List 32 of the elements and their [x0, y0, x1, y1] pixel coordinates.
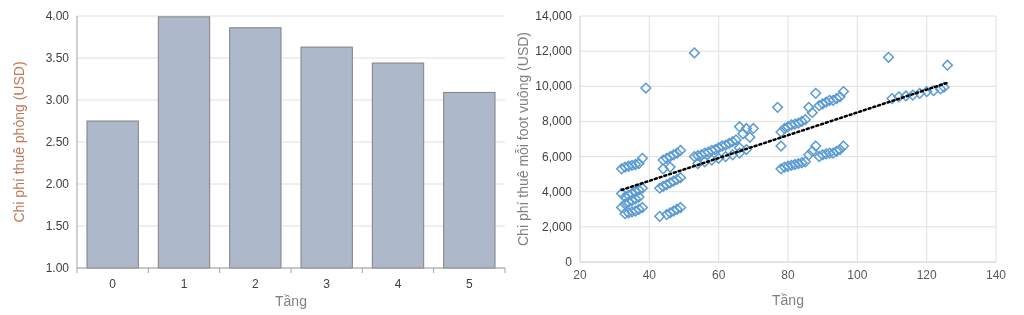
x-tick-label: 100 [847, 268, 868, 282]
y-tick-label: 14,000 [535, 9, 573, 23]
x-tick-label: 3 [323, 277, 331, 291]
y-tick-label: 10,000 [535, 79, 573, 94]
x-tick-label: 40 [642, 268, 657, 282]
x-tick-label: 2 [251, 277, 259, 291]
y-axis-title: Chi phí thuê phòng (USD) [11, 61, 27, 223]
y-tick-label: 4,000 [541, 184, 573, 199]
x-tick-label: 60 [711, 268, 726, 282]
y-tick-label: 2.50 [45, 135, 70, 149]
y-tick-label: 0 [565, 255, 573, 269]
y-tick-label: 8,000 [541, 114, 573, 129]
x-tick-label: 0 [109, 277, 117, 291]
y-tick-label: 1.00 [45, 261, 70, 275]
x-tick-label: 4 [394, 277, 402, 291]
y-tick-label: 2.00 [45, 177, 70, 191]
x-axis-title: Tầng [772, 292, 804, 308]
x-tick-label: 80 [781, 268, 795, 282]
x-tick-label: 1 [180, 277, 188, 291]
x-tick-label: 140 [985, 268, 1007, 282]
y-tick-label: 3.00 [45, 93, 70, 107]
x-tick-label: 120 [916, 268, 937, 282]
x-tick-label: 20 [573, 268, 587, 282]
y-tick-label: 2,000 [541, 219, 573, 234]
y-tick-label: 12,000 [535, 44, 573, 59]
y-tick-label: 6,000 [541, 149, 573, 164]
y-axis-title: Chi phí thuê mỗi foot vuông (USD) [515, 32, 531, 246]
y-tick-label: 3.50 [45, 51, 70, 65]
y-tick-label: 4.00 [45, 9, 70, 23]
x-tick-label: 5 [465, 277, 473, 291]
y-tick-label: 1.50 [45, 219, 70, 233]
x-axis-title: Tầng [275, 293, 307, 309]
